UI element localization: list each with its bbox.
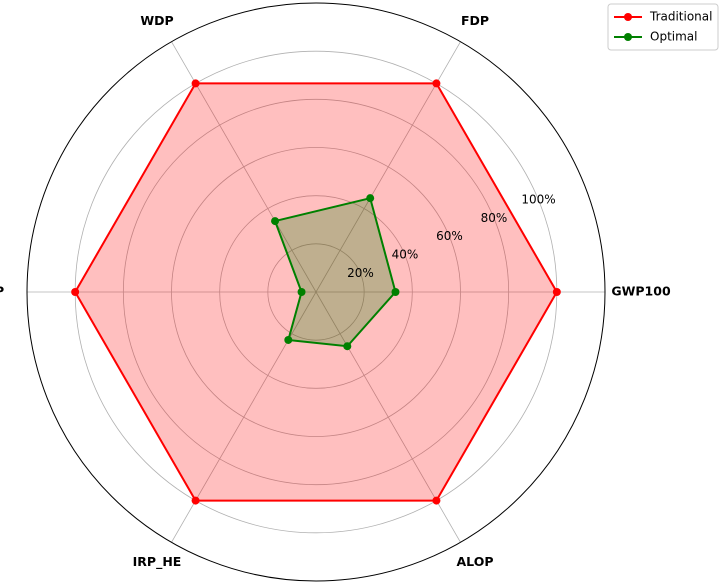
category-label: FDP: [461, 13, 489, 28]
data-point: [271, 217, 280, 226]
legend-label: Traditional: [649, 10, 712, 24]
data-point: [432, 496, 441, 505]
data-point: [552, 288, 561, 296]
data-point: [366, 194, 375, 203]
data-point: [343, 342, 352, 351]
data-point: [71, 288, 80, 296]
category-label: ALOP: [457, 554, 494, 569]
legend: Traditional Optimal: [607, 3, 719, 51]
legend-marker: [624, 33, 632, 41]
category-label: IRP_HE: [133, 554, 182, 570]
r-tick-label: 20%: [347, 266, 374, 280]
r-tick-label: 80%: [481, 211, 508, 225]
r-tick-label: 100%: [521, 192, 555, 206]
legend-label: Optimal: [650, 30, 697, 44]
data-point: [191, 79, 200, 88]
data-point: [432, 79, 441, 88]
data-point: [297, 288, 306, 296]
r-tick-label: 40%: [392, 248, 419, 262]
data-point: [284, 335, 293, 344]
category-label: GWP100: [611, 284, 671, 299]
legend-marker: [624, 13, 632, 21]
r-tick-label: 60%: [436, 229, 463, 243]
legend-box: [607, 3, 719, 51]
category-label: FEP: [0, 284, 4, 299]
outer-spine: [26, 2, 606, 582]
category-label: WDP: [140, 13, 173, 28]
data-point: [191, 496, 200, 505]
data-point: [391, 288, 400, 296]
